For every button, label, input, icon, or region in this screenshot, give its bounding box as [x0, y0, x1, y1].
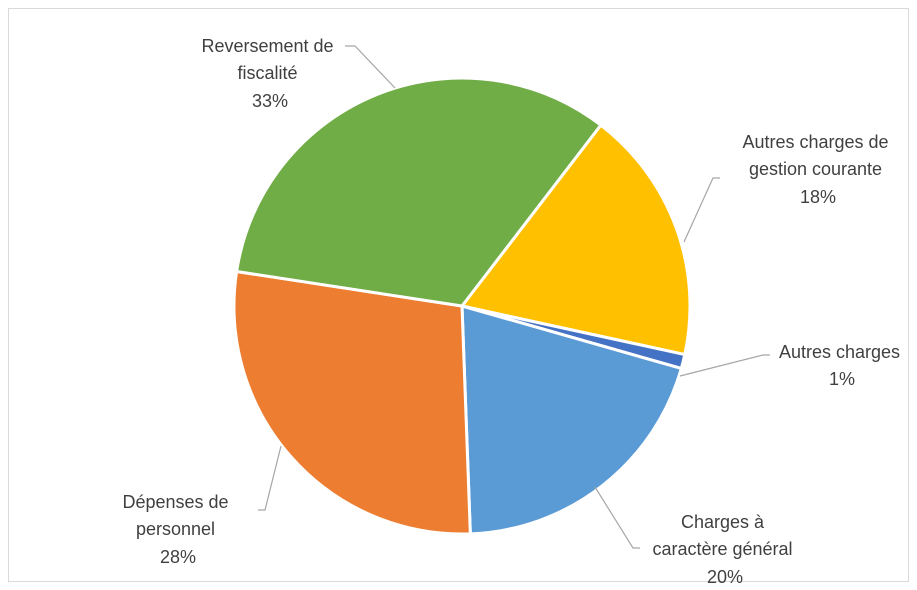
leader-line-autres-charges — [679, 354, 770, 377]
label-reversement-fiscalite: Reversement de fiscalité 33% — [201, 36, 338, 111]
label-autres-charges: Autres charges 1% — [779, 342, 905, 389]
slice-depenses-personnel — [232, 270, 472, 536]
slice-charges-caractere-general — [460, 304, 683, 536]
label-depenses-personnel: Dépenses de personnel 28% — [122, 492, 233, 567]
slice-reversement-fiscalite — [235, 76, 603, 308]
leader-lines — [258, 45, 770, 549]
leader-line-reversement-fiscalite — [345, 45, 396, 89]
leader-line-charges-caractere-general — [594, 486, 640, 549]
label-charges-caractere-general: Charges à caractère général 20% — [652, 512, 797, 587]
leader-line-depenses-personnel — [258, 445, 282, 511]
slice-autres-charges-gestion — [460, 123, 692, 357]
leader-line-autres-charges-gestion — [683, 177, 720, 243]
pie-slices — [232, 76, 692, 536]
label-autres-charges-gestion: Autres charges de gestion courante 18% — [742, 132, 893, 207]
